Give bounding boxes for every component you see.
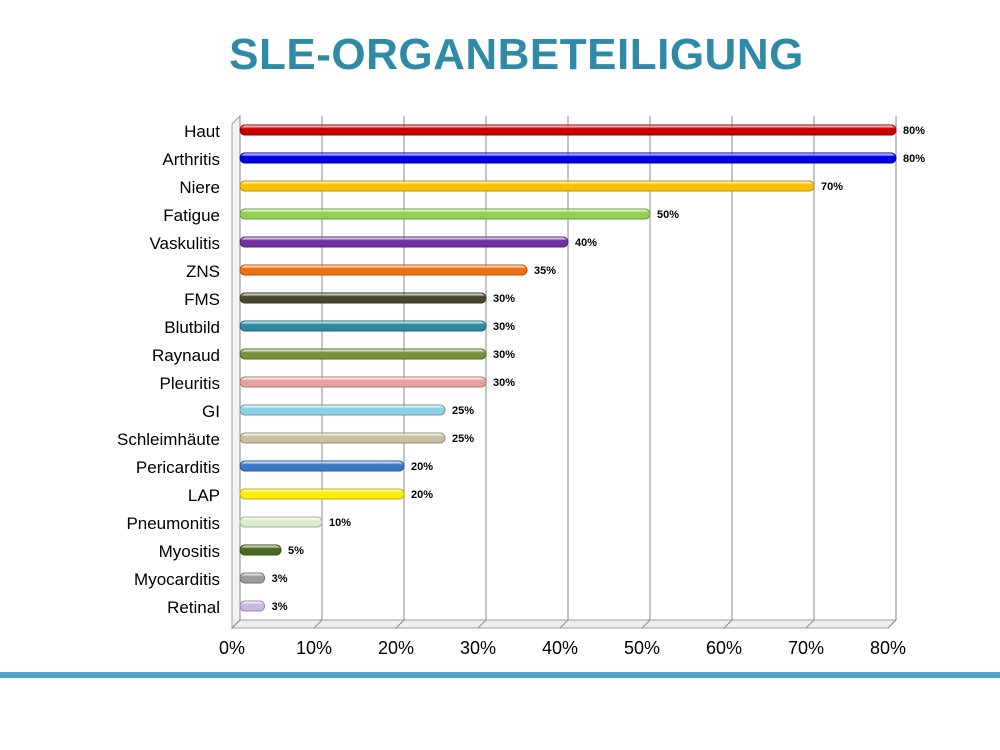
- bar: [239, 432, 446, 444]
- gridline-floor: [805, 619, 815, 629]
- category-label: Myositis: [159, 542, 220, 561]
- category-label: Pneumonitis: [126, 514, 220, 533]
- category-label: Pericarditis: [136, 458, 220, 477]
- value-label: 3%: [272, 601, 288, 613]
- bar: [239, 152, 897, 164]
- bar: [239, 516, 323, 528]
- value-label: 10%: [329, 517, 351, 529]
- category-label: Haut: [184, 122, 220, 141]
- category-label: Fatigue: [163, 206, 220, 225]
- bar: [239, 544, 282, 556]
- value-label: 30%: [493, 349, 515, 361]
- bar-outline: [239, 544, 282, 556]
- gridline-floor: [723, 619, 733, 629]
- category-label: Pleuritis: [160, 374, 220, 393]
- bar: [239, 348, 487, 360]
- value-label: 30%: [493, 321, 515, 333]
- category-label: Raynaud: [152, 346, 220, 365]
- category-label: GI: [202, 402, 220, 421]
- bar-outline: [239, 404, 446, 416]
- x-tick-label: 30%: [460, 638, 496, 658]
- x-tick-label: 40%: [542, 638, 578, 658]
- category-label: Schleimhäute: [117, 430, 220, 449]
- bar: [239, 600, 266, 612]
- bar: [239, 572, 266, 584]
- bar-outline: [239, 572, 266, 584]
- category-label: ZNS: [186, 262, 220, 281]
- x-tick-label: 50%: [624, 638, 660, 658]
- value-label: 25%: [452, 405, 474, 417]
- value-label: 3%: [272, 573, 288, 585]
- bar: [239, 124, 897, 136]
- grid-lines: [231, 116, 897, 629]
- bar-outline: [239, 208, 651, 220]
- value-label: 30%: [493, 377, 515, 389]
- bar-outline: [239, 600, 266, 612]
- bar: [239, 236, 569, 248]
- bar: [239, 488, 405, 500]
- bar: [239, 292, 487, 304]
- bar: [239, 376, 487, 388]
- value-label: 20%: [411, 461, 433, 473]
- bar-outline: [239, 124, 897, 136]
- value-label: 70%: [821, 181, 843, 193]
- gridline-floor: [313, 619, 323, 629]
- category-label: Niere: [179, 178, 220, 197]
- gridline-floor: [887, 619, 897, 629]
- gridline-floor: [231, 619, 241, 629]
- category-label: FMS: [184, 290, 220, 309]
- value-label: 80%: [903, 125, 925, 137]
- bar-outline: [239, 488, 405, 500]
- bar: [239, 460, 405, 472]
- left-wall: [231, 114, 241, 630]
- bar-outline: [239, 320, 487, 332]
- bar-outline: [239, 516, 323, 528]
- category-label: Vaskulitis: [149, 234, 220, 253]
- x-tick-label: 70%: [788, 638, 824, 658]
- bar: [239, 404, 446, 416]
- value-label: 40%: [575, 237, 597, 249]
- bar: [239, 320, 487, 332]
- slide-title: SLE-ORGANBETEILIGUNG: [229, 30, 804, 79]
- labels: 0% 10% 20% 30% 40% 50% 60% 70% 80% Haut 80% Arthrit…: [117, 122, 925, 658]
- x-tick-label: 80%: [870, 638, 906, 658]
- bar-outline: [239, 236, 569, 248]
- bar-chart: 0% 10% 20% 30% 40% 50% 60% 70% 80% Haut 80% Arthrit…: [117, 114, 925, 658]
- value-label: 30%: [493, 293, 515, 305]
- category-label: Myocarditis: [134, 570, 220, 589]
- bottom-rule: [0, 672, 1000, 678]
- bar-outline: [239, 292, 487, 304]
- bar: [239, 208, 651, 220]
- category-label: Blutbild: [164, 318, 220, 337]
- value-label: 5%: [288, 545, 304, 557]
- chart-frame: [230, 114, 898, 630]
- gridline-floor: [559, 619, 569, 629]
- bar-outline: [239, 432, 446, 444]
- value-label: 50%: [657, 209, 679, 221]
- bars: [239, 124, 897, 612]
- x-tick-label: 60%: [706, 638, 742, 658]
- bar-outline: [239, 376, 487, 388]
- bar: [239, 264, 528, 276]
- bar-outline: [239, 152, 897, 164]
- bar: [239, 180, 815, 192]
- value-label: 35%: [534, 265, 556, 277]
- x-tick-label: 0%: [219, 638, 245, 658]
- bar-outline: [239, 264, 528, 276]
- category-label: Retinal: [167, 598, 220, 617]
- gridline-floor: [641, 619, 651, 629]
- value-label: 80%: [903, 153, 925, 165]
- value-label: 20%: [411, 489, 433, 501]
- bar-outline: [239, 180, 815, 192]
- gridline-floor: [395, 619, 405, 629]
- gridline-floor: [477, 619, 487, 629]
- bar-outline: [239, 348, 487, 360]
- value-label: 25%: [452, 433, 474, 445]
- x-tick-label: 10%: [296, 638, 332, 658]
- category-label: LAP: [188, 486, 220, 505]
- bar-outline: [239, 460, 405, 472]
- category-label: Arthritis: [162, 150, 220, 169]
- x-tick-label: 20%: [378, 638, 414, 658]
